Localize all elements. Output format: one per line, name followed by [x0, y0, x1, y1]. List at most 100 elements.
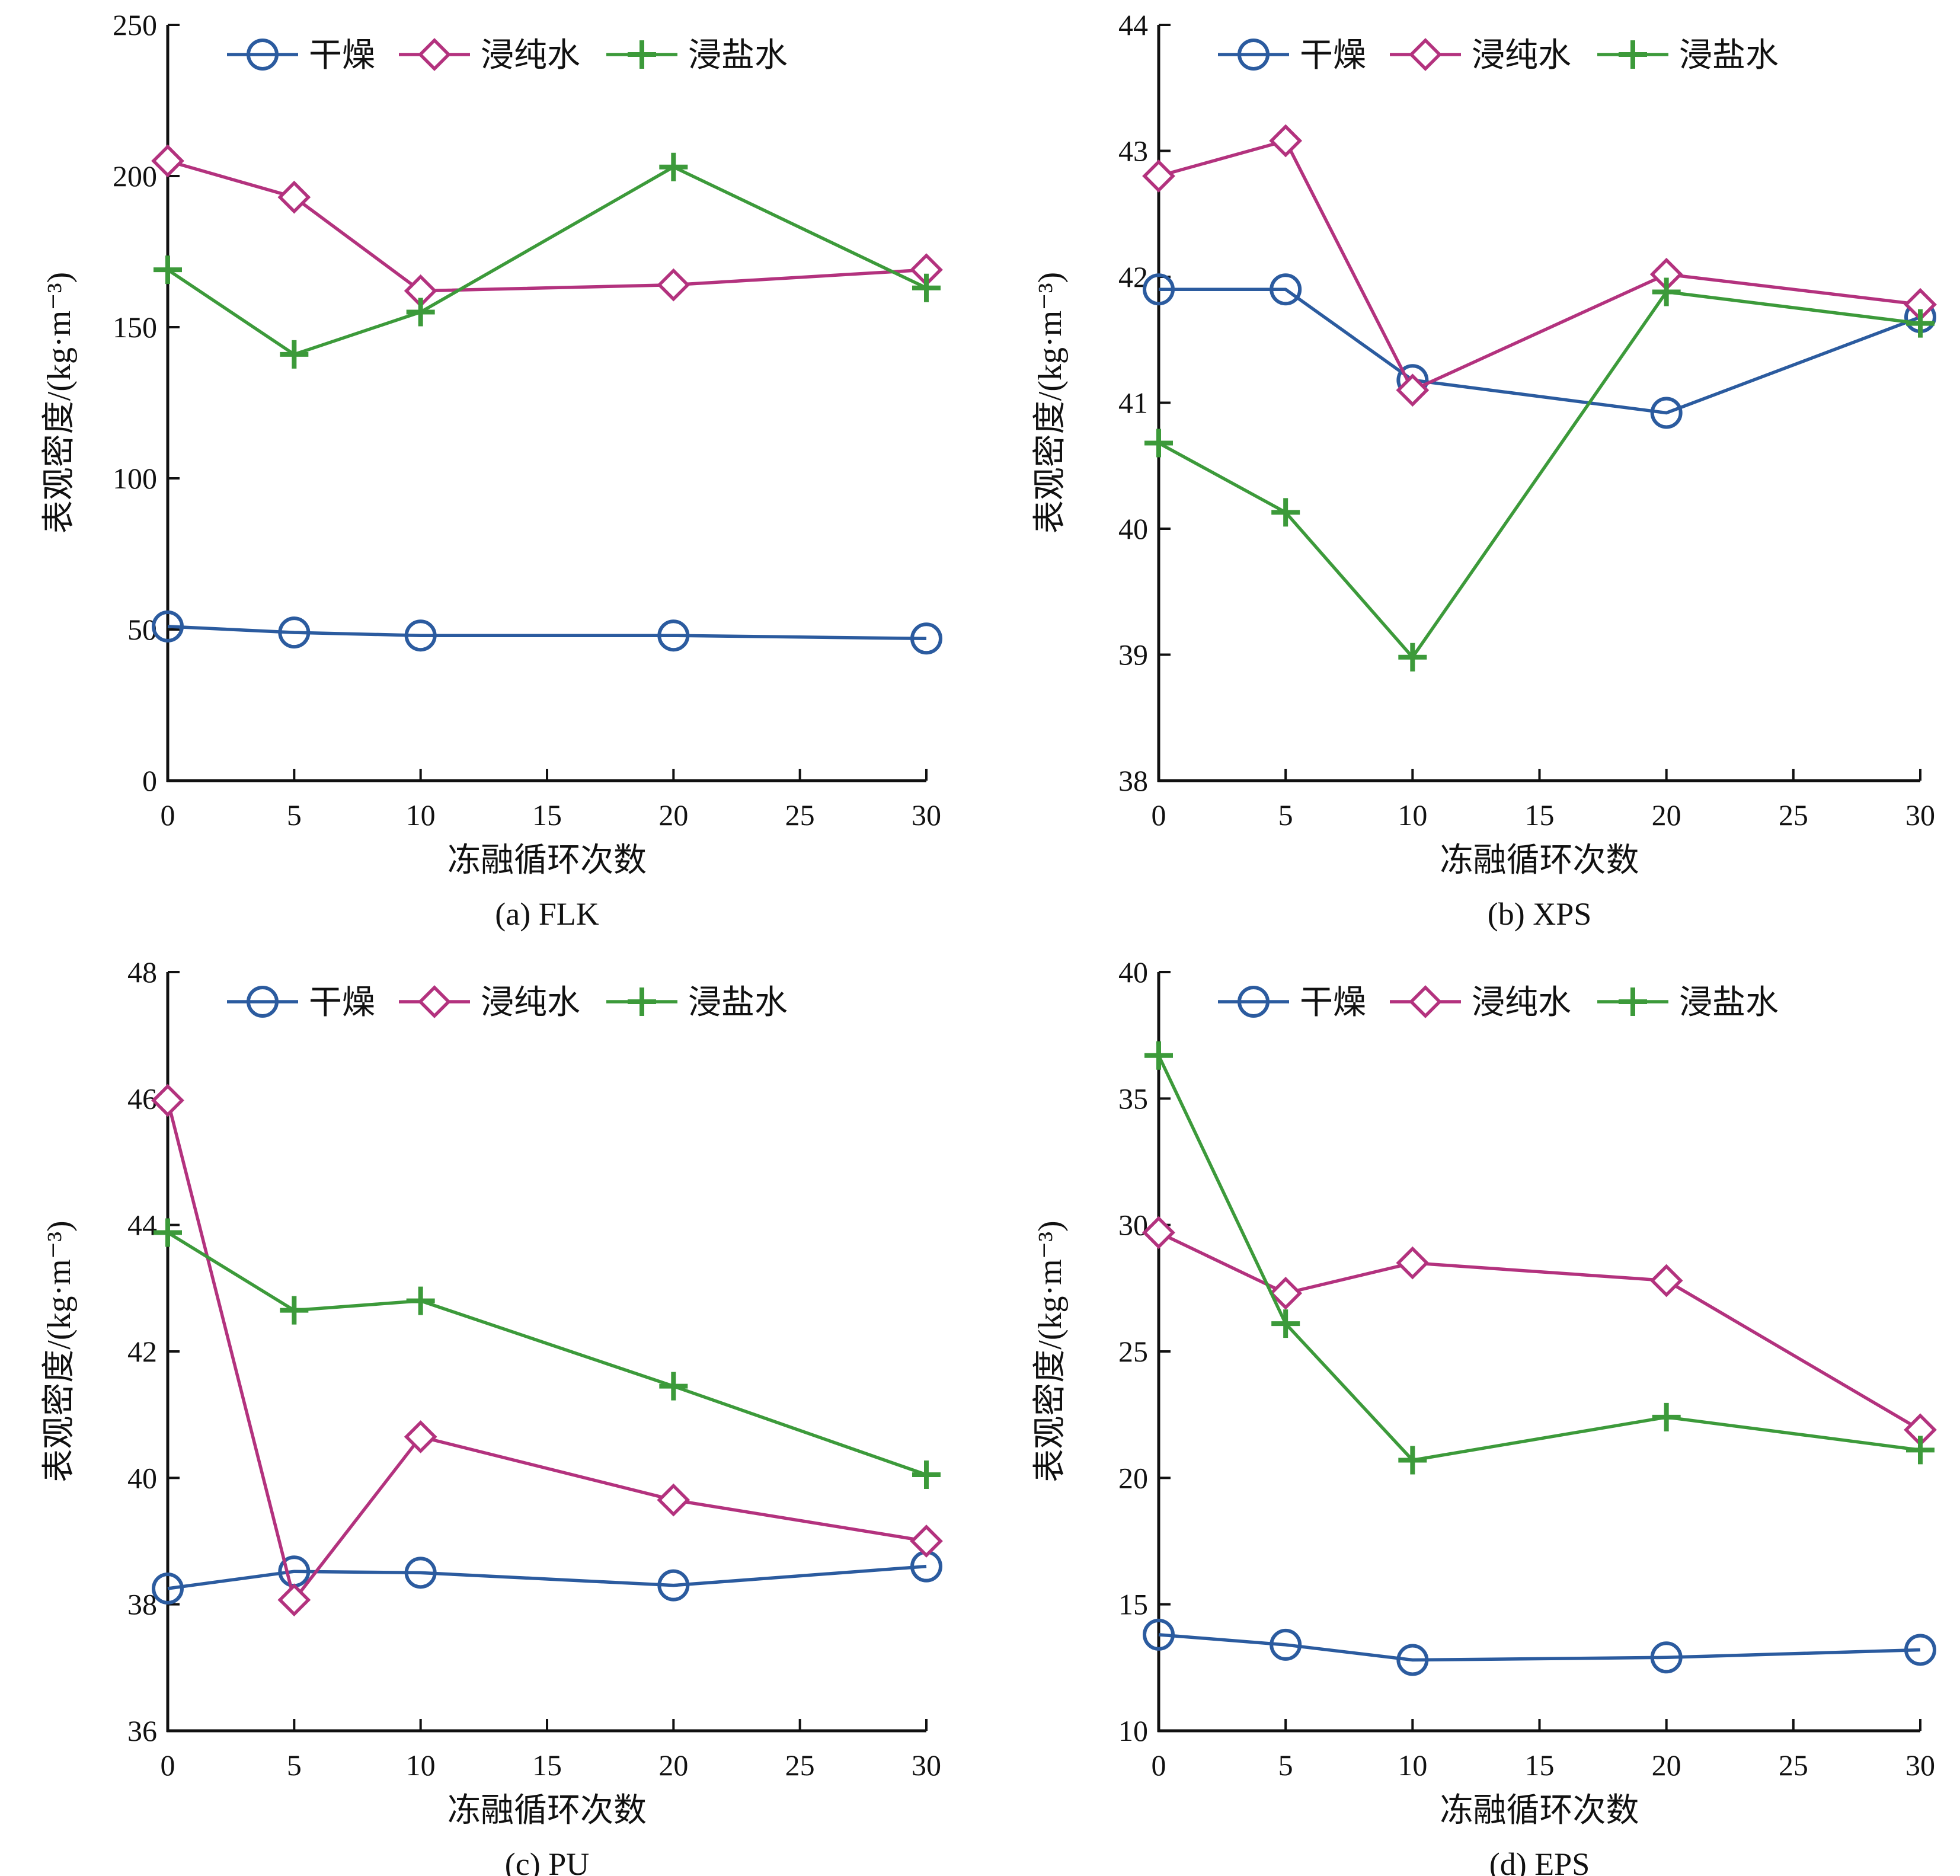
data-point	[912, 273, 941, 302]
series-line-2	[1158, 1231, 1921, 1431]
data-point	[1269, 1276, 1303, 1310]
series-line-3	[1158, 290, 1921, 659]
data-point	[152, 1573, 184, 1605]
x-tick-label: 15	[1525, 1749, 1555, 1782]
x-tick-label: 25	[785, 798, 815, 832]
legend-item-1: 干燥	[227, 985, 375, 1021]
y-tick-label: 43	[1118, 135, 1148, 168]
legend-item-1: 干燥	[1218, 985, 1366, 1021]
data-point	[1142, 159, 1175, 193]
legend-marker-icon	[247, 986, 279, 1018]
data-point	[1906, 309, 1935, 338]
series-line-2	[1158, 139, 1921, 392]
data-point	[910, 622, 942, 655]
y-tick-label: 200	[113, 159, 157, 193]
series-line-1	[1158, 1633, 1921, 1662]
x-tick-label: 25	[1779, 798, 1808, 832]
data-point	[1396, 1644, 1429, 1676]
data-point	[1269, 124, 1303, 158]
y-tick-label: 42	[127, 1335, 157, 1368]
series-line-3	[167, 1231, 927, 1476]
y-tick-label: 150	[113, 311, 157, 344]
legend-label: 浸盐水	[688, 985, 788, 1021]
legend-label: 浸盐水	[688, 37, 788, 74]
data-point	[404, 619, 437, 652]
y-tick-label: 30	[1118, 1209, 1148, 1242]
data-point	[277, 1583, 311, 1617]
legend-item-2: 浸纯水	[399, 37, 580, 74]
x-tick-label: 10	[1398, 798, 1427, 832]
chart-panel-3: 36 38 40 42 44 46 48 0 5 10 15 20 25 30 冻融循环次数 (c) PU 表观…	[41, 955, 943, 1876]
series-line-1	[167, 625, 927, 641]
legend-item-3: 浸盐水	[1597, 985, 1779, 1021]
legend-marker-icon	[1238, 39, 1270, 71]
data-point	[280, 340, 309, 369]
legend-marker-icon	[1409, 985, 1442, 1018]
x-axis-title: 冻融循环次数	[447, 1792, 647, 1829]
legend-marker-icon	[418, 38, 451, 71]
data-point	[404, 1557, 437, 1589]
data-point	[1142, 1216, 1175, 1249]
legend-marker-icon	[1619, 987, 1647, 1016]
data-point	[1271, 1309, 1300, 1338]
x-tick-label: 15	[1525, 798, 1555, 832]
x-tick-label: 0	[1152, 1749, 1166, 1782]
x-axis-title: 冻融循环次数	[1440, 842, 1639, 879]
legend-label: 干燥	[1300, 985, 1366, 1021]
y-axis-title: 表观密度/(kg·m⁻³)	[41, 272, 78, 533]
data-point	[1652, 1402, 1681, 1431]
data-point	[1271, 498, 1300, 527]
legend-item-2: 浸纯水	[1390, 37, 1571, 74]
x-tick-label: 20	[1652, 798, 1681, 832]
series-line-2	[166, 1100, 927, 1602]
legend-label: 干燥	[309, 37, 375, 74]
legend-marker-icon	[628, 40, 656, 69]
data-point	[1650, 1641, 1683, 1674]
y-tick-label: 40	[1118, 955, 1148, 989]
legend-label: 浸纯水	[1472, 985, 1571, 1021]
panel-caption: (d) EPS	[1489, 1846, 1590, 1876]
data-point	[1270, 273, 1302, 306]
x-tick-label: 0	[161, 798, 175, 832]
data-point	[657, 619, 690, 652]
data-point	[278, 616, 311, 649]
data-point	[1144, 429, 1173, 458]
x-tick-label: 5	[1278, 798, 1293, 832]
legend-item-1: 干燥	[227, 37, 375, 74]
data-point	[1143, 1618, 1175, 1651]
x-tick-label: 10	[406, 1749, 436, 1782]
x-tick-label: 25	[1779, 1749, 1808, 1782]
series-line-3	[1157, 1054, 1921, 1462]
data-point	[404, 1420, 437, 1453]
legend-label: 干燥	[309, 985, 375, 1021]
legend-item-3: 浸盐水	[606, 985, 788, 1021]
y-tick-label: 100	[113, 462, 157, 495]
x-tick-label: 10	[406, 798, 436, 832]
y-tick-label: 20	[1118, 1461, 1148, 1494]
y-tick-label: 250	[113, 8, 157, 41]
data-point	[1398, 643, 1427, 672]
y-tick-label: 38	[127, 1588, 157, 1621]
legend-marker-icon	[247, 39, 279, 71]
legend-marker-icon	[1409, 38, 1442, 71]
data-point	[1904, 1634, 1936, 1666]
legend-marker-icon	[418, 985, 451, 1018]
y-tick-label: 25	[1118, 1335, 1148, 1368]
data-point	[657, 1483, 690, 1517]
x-tick-label: 20	[1652, 1749, 1681, 1782]
y-tick-label: 35	[1118, 1082, 1148, 1115]
x-tick-label: 0	[1152, 798, 1166, 832]
data-point	[659, 152, 688, 181]
legend-item-3: 浸盐水	[1597, 37, 1779, 74]
y-axis-title: 表观密度/(kg·m⁻³)	[1032, 272, 1069, 533]
y-tick-label: 48	[127, 955, 157, 989]
y-tick-label: 10	[1118, 1714, 1148, 1747]
data-point	[1650, 397, 1683, 429]
data-point	[151, 1084, 184, 1117]
x-tick-label: 0	[161, 1749, 175, 1782]
legend-marker-icon	[628, 987, 656, 1016]
panel-caption: (b) XPS	[1488, 896, 1592, 932]
data-point	[1398, 1446, 1427, 1475]
y-tick-label: 40	[1118, 512, 1148, 545]
